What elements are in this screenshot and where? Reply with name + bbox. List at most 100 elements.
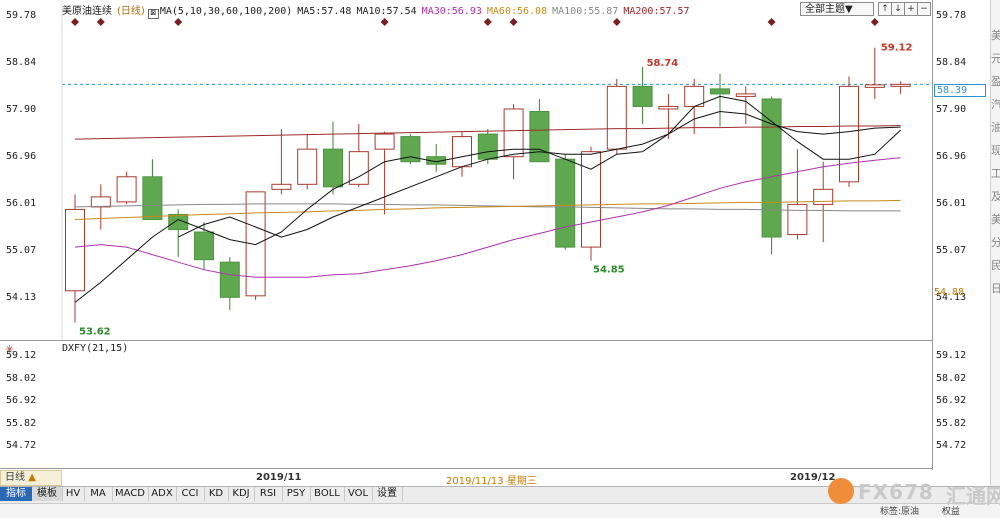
side-panel-edge [990, 0, 1000, 500]
main-axis-tick-left: 56.01 [6, 198, 37, 209]
indicator-tab-12[interactable]: VOL [344, 487, 373, 501]
ma-line-ma60 [74, 199, 901, 220]
main-axis-tick-left: 58.84 [6, 57, 37, 68]
price-axis[interactable] [932, 0, 991, 470]
candle-body [864, 84, 885, 88]
indicator-tab-5[interactable]: ADX [148, 487, 177, 501]
candle-body [168, 213, 189, 231]
chart-icon[interactable]: ⊠ [147, 9, 159, 19]
ma-legend: 美原油连续 (日线) ⊠ MA(5,10,30,60,100,200) MA5:57.4… [62, 2, 695, 19]
time-axis[interactable] [0, 470, 932, 486]
time-label-dec: 2019/12 [790, 472, 836, 483]
indicator-tab-13[interactable]: 设置 [372, 487, 403, 501]
main-axis-tick-right: 55.07 [936, 245, 967, 256]
indicator-tab-3[interactable]: MA [84, 487, 113, 501]
indicator-tab-7[interactable]: KD [204, 487, 229, 501]
event-marker-icon [71, 18, 79, 26]
ma200-value: MA200:57.57 [623, 6, 690, 17]
event-marker-icon [483, 18, 492, 26]
sub-indicator-label: DXFY(21,15) [62, 343, 129, 354]
indicator-tab-8[interactable]: KDJ [228, 487, 255, 501]
candle-body [374, 133, 395, 150]
indicator-tab-4[interactable]: MACD [112, 487, 149, 501]
period-label: (日线) [117, 6, 145, 17]
down-arrow-icon[interactable]: ↓ [891, 2, 905, 16]
ma5-value: MA5:57.48 [297, 6, 352, 17]
event-marker-icon [870, 18, 879, 26]
ma30-value: MA30:56.93 [421, 6, 482, 17]
main-axis-tick-right: 54.13 [936, 292, 967, 303]
candle-body [452, 136, 472, 168]
sub-axis-tick-right: 56.92 [936, 395, 967, 406]
sub-axis-tick-right: 54.72 [936, 440, 967, 451]
symbol-name: 美原油连续 [62, 6, 112, 17]
main-axis-tick-right: 56.01 [936, 198, 967, 209]
candle-body [477, 133, 498, 160]
event-marker-icon [380, 18, 389, 26]
event-marker-icon [96, 18, 105, 26]
fx678-logo-icon [828, 478, 854, 504]
event-marker-icon [174, 18, 183, 26]
time-label-nov: 2019/11 [256, 472, 302, 483]
last-price-tag: 58.39 [934, 84, 986, 97]
sub-axis-tick-right: 55.82 [936, 417, 967, 429]
topic-select[interactable]: 全部主题▼ [800, 2, 874, 16]
candle-body [581, 151, 601, 248]
ma-line-ma200 [74, 125, 901, 140]
candle-body [606, 85, 627, 150]
indicator-tab-11[interactable]: BOLL [310, 487, 345, 501]
cursor-date: 2019/11/13 星期三 [446, 476, 537, 487]
ma-line-ma100 [74, 203, 901, 212]
plus-icon[interactable]: + [904, 2, 918, 16]
indicator-tab-2[interactable]: HV [62, 487, 85, 501]
candle-body [323, 148, 343, 188]
watermark-cn: 汇通网 [946, 484, 1000, 508]
candle-body [735, 93, 756, 97]
chevron-up-icon: ▲ [28, 472, 36, 483]
side-panel-text: 美元盈汽油现工及美分民日 [991, 29, 1000, 295]
main-axis-tick-left: 57.90 [6, 104, 37, 115]
sub-axis-tick-left: 58.02 [6, 372, 37, 384]
indicator-settings-icon[interactable]: ✳ [5, 343, 15, 356]
candle-body [90, 196, 111, 208]
candle-body [142, 176, 163, 220]
candle-body [194, 231, 214, 261]
indicator-tab-10[interactable]: PSY [282, 487, 311, 501]
panel-divider[interactable] [0, 340, 932, 341]
main-axis-tick-right: 58.84 [936, 57, 967, 68]
period-selector[interactable]: 日线 ▲ [0, 470, 62, 486]
main-axis-tick-left: 54.13 [6, 292, 37, 303]
candle-body [245, 191, 266, 297]
annotation-high-1: 58.74 [647, 58, 679, 69]
indicator-tab-9[interactable]: RSI [254, 487, 283, 501]
minus-icon[interactable]: − [917, 2, 931, 16]
event-marker-icon [767, 18, 776, 26]
watermark-brand: FX678 [858, 480, 934, 504]
ma-params: MA(5,10,30,60,100,200) [159, 6, 293, 17]
annotation-low-2: 53.62 [79, 326, 111, 337]
main-axis-tick-left: 56.96 [6, 151, 37, 162]
indicator-tab-1[interactable]: 模板 [32, 487, 63, 501]
sub-axis-tick-right: 58.02 [936, 372, 967, 384]
main-axis-tick-left: 59.78 [6, 10, 37, 21]
candle-body [632, 85, 653, 107]
candlestick-chart[interactable]: 58.74 59.12 54.85 53.62 [0, 0, 932, 340]
sub-indicator-panel[interactable] [0, 340, 932, 470]
indicator-tab-0[interactable]: 指标 [0, 487, 33, 501]
status-bar [0, 503, 1000, 518]
ma-line-ma10 [177, 110, 901, 238]
up-arrow-icon[interactable]: ↑ [878, 2, 892, 16]
candle-body [658, 105, 679, 110]
ma100-value: MA100:55.87 [552, 6, 619, 17]
candle-body [839, 85, 859, 183]
indicator-tab-6[interactable]: CCI [176, 487, 205, 501]
candle-body [555, 158, 576, 248]
main-chart-panel[interactable]: 58.74 59.12 54.85 53.62 [0, 0, 932, 340]
candle-body [761, 98, 782, 238]
panel-divider [0, 468, 932, 469]
candle-body [787, 203, 808, 236]
low-price-marker: 54.88 [934, 287, 965, 298]
sub-axis-tick-right: 59.12 [936, 350, 967, 361]
sub-axis-tick-left: 54.72 [6, 440, 37, 451]
candle-body [426, 156, 447, 165]
